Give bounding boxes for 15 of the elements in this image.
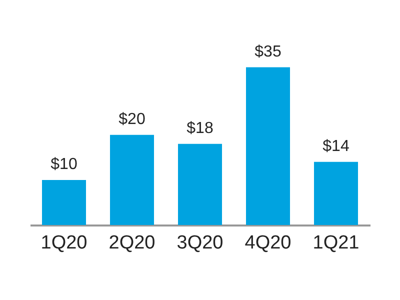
x-tick-label: 4Q20 <box>244 232 292 254</box>
data-label: $35 <box>254 43 282 60</box>
bar <box>178 144 222 225</box>
data-label: $20 <box>118 110 146 128</box>
x-tick-label: 2Q20 <box>108 232 156 254</box>
x-tick-label: 1Q21 <box>312 232 360 254</box>
x-tick-label: 3Q20 <box>176 232 224 254</box>
bar <box>42 180 86 225</box>
data-label: $10 <box>50 156 78 173</box>
bar <box>110 134 154 225</box>
bar <box>314 162 358 225</box>
x-tick-label: 1Q20 <box>40 232 88 254</box>
data-label: $14 <box>322 138 350 155</box>
data-label: $18 <box>186 120 214 137</box>
bar <box>246 67 290 225</box>
